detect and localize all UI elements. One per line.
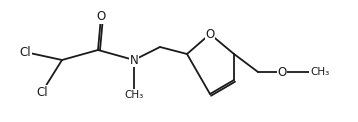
Text: Cl: Cl	[19, 46, 31, 59]
Text: O: O	[205, 27, 215, 41]
Text: Cl: Cl	[36, 86, 48, 98]
Text: CH₃: CH₃	[124, 90, 144, 100]
Text: O: O	[277, 66, 287, 78]
Text: O: O	[96, 10, 106, 24]
Text: N: N	[130, 54, 139, 66]
Text: CH₃: CH₃	[310, 67, 329, 77]
